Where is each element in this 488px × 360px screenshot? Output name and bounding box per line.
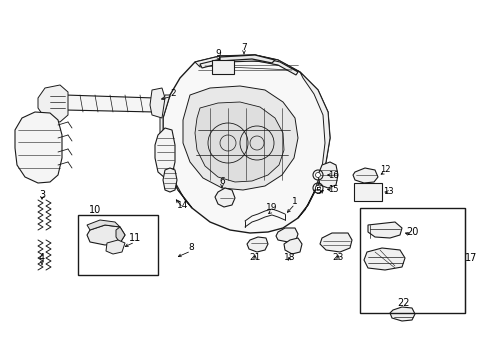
Text: 18: 18 xyxy=(284,253,295,262)
Text: 2: 2 xyxy=(170,89,176,98)
Bar xyxy=(353,183,381,201)
Text: 17: 17 xyxy=(464,253,476,263)
Polygon shape xyxy=(195,55,299,72)
Polygon shape xyxy=(246,237,267,252)
Polygon shape xyxy=(15,112,62,183)
Text: 20: 20 xyxy=(405,227,417,237)
Polygon shape xyxy=(116,227,125,243)
Text: 7: 7 xyxy=(241,44,246,53)
Text: 15: 15 xyxy=(327,185,338,194)
Polygon shape xyxy=(215,188,235,207)
Polygon shape xyxy=(106,240,125,254)
Text: 23: 23 xyxy=(332,253,343,262)
Text: 3: 3 xyxy=(39,190,45,200)
Circle shape xyxy=(315,185,320,190)
Text: 5: 5 xyxy=(314,188,320,197)
Text: 9: 9 xyxy=(215,49,221,58)
Polygon shape xyxy=(163,55,329,233)
Text: 10: 10 xyxy=(89,205,101,215)
Polygon shape xyxy=(319,233,351,252)
Polygon shape xyxy=(220,55,274,63)
Polygon shape xyxy=(297,72,329,218)
Polygon shape xyxy=(317,162,337,188)
Text: 12: 12 xyxy=(379,166,389,175)
Polygon shape xyxy=(183,86,297,190)
Polygon shape xyxy=(87,220,120,230)
Text: 4: 4 xyxy=(39,253,45,263)
Text: 22: 22 xyxy=(396,298,408,308)
Text: 6: 6 xyxy=(219,176,224,185)
Polygon shape xyxy=(38,85,68,122)
Bar xyxy=(359,208,464,313)
Polygon shape xyxy=(367,222,401,238)
Text: 16: 16 xyxy=(327,171,338,180)
Text: 11: 11 xyxy=(129,233,141,243)
Polygon shape xyxy=(87,225,125,245)
Polygon shape xyxy=(363,248,404,270)
Bar xyxy=(212,60,234,74)
Polygon shape xyxy=(275,228,297,242)
Polygon shape xyxy=(389,307,414,321)
Bar xyxy=(78,215,158,275)
Text: 8: 8 xyxy=(188,243,193,252)
Polygon shape xyxy=(195,102,284,182)
Text: 14: 14 xyxy=(177,201,188,210)
Polygon shape xyxy=(284,238,302,254)
Text: 21: 21 xyxy=(249,253,260,262)
Text: 13: 13 xyxy=(382,188,392,197)
Polygon shape xyxy=(160,95,192,208)
Polygon shape xyxy=(150,88,164,118)
Polygon shape xyxy=(200,57,297,75)
Polygon shape xyxy=(155,128,175,178)
Circle shape xyxy=(315,172,320,177)
Text: 19: 19 xyxy=(265,203,277,212)
Polygon shape xyxy=(163,168,177,192)
Text: 1: 1 xyxy=(291,197,297,206)
Polygon shape xyxy=(352,168,377,183)
Polygon shape xyxy=(60,95,158,112)
